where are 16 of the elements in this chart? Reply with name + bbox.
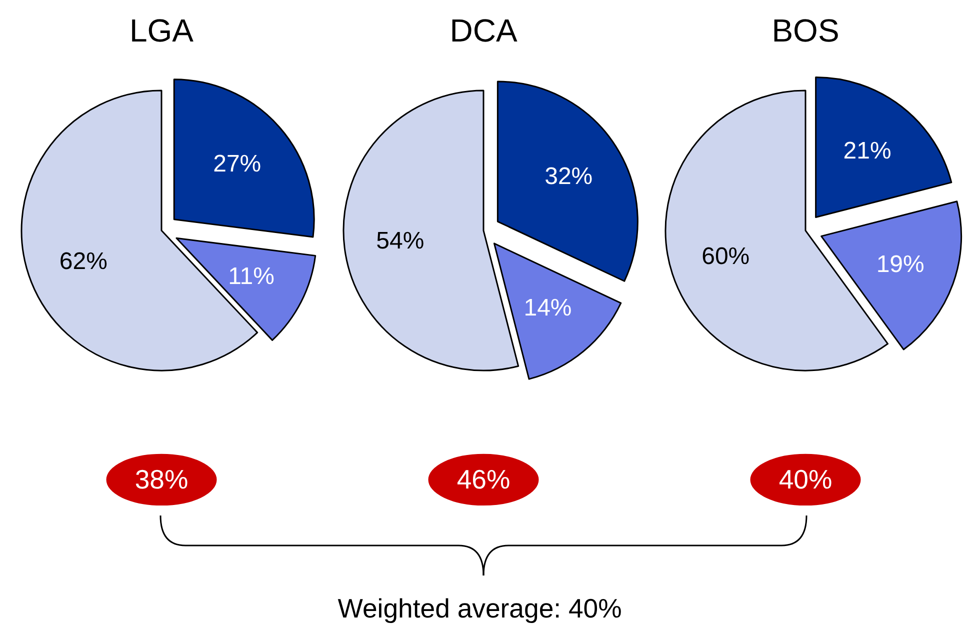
data-label: 60% (702, 242, 750, 270)
data-label: 62% (59, 248, 108, 275)
data-label: 11% (228, 262, 274, 290)
data-label: 32% (544, 163, 593, 190)
data-label: 54% (376, 228, 424, 255)
text: 38% (134, 464, 188, 495)
chart-title: BOS (772, 12, 840, 48)
chart-title: DCA (450, 12, 518, 48)
data-label: 14% (524, 294, 572, 322)
text: Weighted average: 40% (338, 594, 622, 624)
data-label: 19% (876, 251, 924, 278)
chart-title: LGA (129, 12, 194, 48)
text: 46% (456, 464, 510, 495)
data-label: 27% (213, 150, 262, 178)
text: 40% (778, 464, 832, 495)
data-label: 21% (843, 137, 892, 164)
